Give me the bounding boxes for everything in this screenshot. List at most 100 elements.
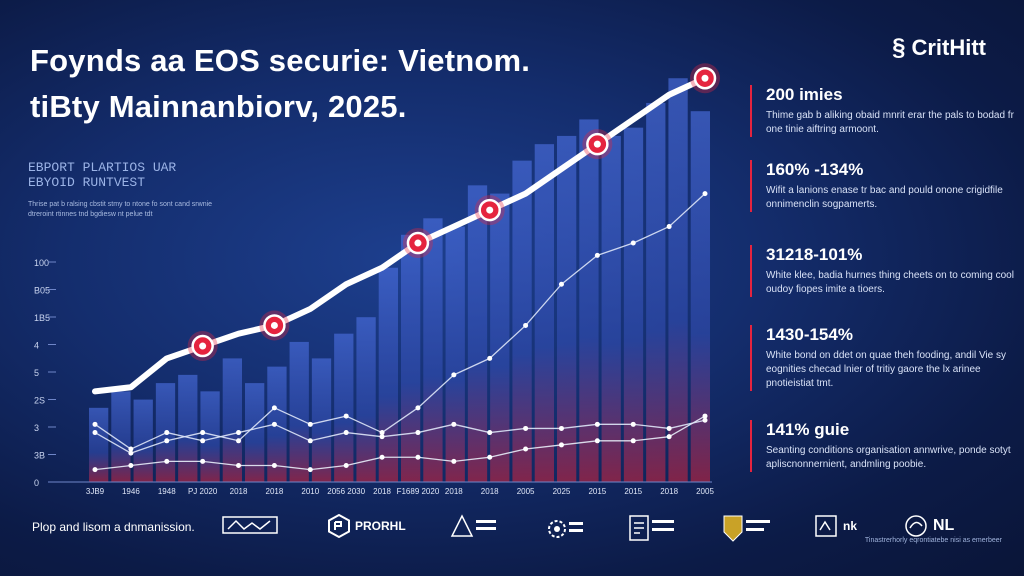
document-logo-icon <box>628 514 676 544</box>
y-tick-label: 3 <box>34 423 39 433</box>
data-point <box>164 458 170 464</box>
data-point <box>523 322 529 328</box>
x-tick-label: 2018 <box>230 487 248 496</box>
x-tick-label: 1948 <box>158 487 176 496</box>
data-point <box>666 434 672 440</box>
x-tick-label: 2015 <box>588 487 606 496</box>
chart-bar <box>557 135 577 483</box>
stat-value: 141% guie <box>766 420 850 439</box>
data-point <box>415 405 421 411</box>
x-tick-label: PJ 2020 <box>188 487 218 496</box>
data-point <box>594 252 600 258</box>
highlight-core <box>414 239 422 247</box>
data-point <box>128 463 134 469</box>
x-tick-label: 2005 <box>517 487 535 496</box>
data-point <box>666 224 672 230</box>
data-point <box>702 417 708 423</box>
triangle-logo-icon <box>450 514 498 540</box>
secondary-trend-line <box>94 415 706 471</box>
chart-bar <box>512 160 532 482</box>
x-tick-label: 2015 <box>624 487 642 496</box>
network-logo-icon <box>222 514 278 536</box>
highlight-core <box>199 342 207 350</box>
hexagon-logo-icon: PRORHL <box>328 514 406 538</box>
highlight-core <box>701 74 709 82</box>
data-point <box>415 454 421 460</box>
data-point <box>379 430 385 436</box>
data-point <box>236 463 242 469</box>
secondary-trend-line <box>94 192 706 454</box>
x-tick-label: 1946 <box>122 487 140 496</box>
title-line-2: tiBty Mainnanbiorv, 2025. <box>30 89 407 124</box>
title-line-1: Foynds aa EOS securie: Vietnom. <box>30 43 531 78</box>
chart-bar <box>378 267 398 482</box>
data-point <box>128 450 134 456</box>
chart-bar <box>623 127 644 483</box>
data-point <box>164 430 170 436</box>
data-point <box>487 355 493 361</box>
logo-name: NL <box>933 517 955 534</box>
growth-chart: 100 B05 1B5 4 5 2S 3 3B 0 3JB9 1946 1948 PJ 2020 2018… <box>34 63 720 496</box>
chart-bar <box>289 341 309 482</box>
data-point <box>415 430 421 436</box>
data-point <box>343 413 349 419</box>
y-tick-label: 1B5 <box>34 313 50 323</box>
chart-bar <box>311 358 332 482</box>
x-tick-label: 2018 <box>660 487 678 496</box>
stat-item: 1430-154% White bond on ddet on quae the… <box>750 325 1016 391</box>
y-tick-label: 100 <box>34 258 49 268</box>
x-tick-label: 2018 <box>373 487 391 496</box>
stat-description: White bond on ddet on quae theh fooding,… <box>766 350 1006 389</box>
frame-logo-icon: nk <box>814 514 857 538</box>
data-point <box>271 421 277 427</box>
stat-item: 31218-101% White klee, badia hurnes thin… <box>750 245 1016 297</box>
data-point <box>200 458 206 464</box>
data-point <box>307 421 313 427</box>
data-point <box>523 446 529 452</box>
chart-bar <box>334 333 354 482</box>
chart-bar <box>111 391 131 482</box>
data-point <box>164 438 170 444</box>
data-point <box>630 438 636 444</box>
data-point <box>92 430 98 436</box>
subheading-text: Thrise pat b ralsing cbstit stmy to nton… <box>28 201 213 218</box>
stat-value: 31218-101% <box>766 245 863 264</box>
data-point <box>200 430 206 436</box>
data-point <box>200 438 206 444</box>
highlight-core <box>486 206 494 214</box>
x-tick-label: 3JB9 <box>86 487 105 496</box>
crest-logo-icon <box>722 514 772 544</box>
stat-description: Seanting conditions organisation annwriv… <box>766 445 1011 470</box>
data-point <box>379 434 385 440</box>
x-tick-label: 2010 <box>301 487 319 496</box>
subheading-line-2: EBYOID RUNTVEST <box>28 175 146 190</box>
stat-description: Wifit a lanions enase tr bac and pould o… <box>766 185 1003 210</box>
y-tick-label: 2S <box>34 396 45 406</box>
data-point <box>523 425 529 431</box>
data-point <box>594 438 600 444</box>
y-tick-label: 3B <box>34 451 45 461</box>
stat-value: 200 imies <box>766 85 843 104</box>
bird-logo-icon: NL <box>904 514 954 538</box>
partner-footer: Plop and lisom a dnmanission. PRORHL nk … <box>0 510 1024 550</box>
stat-value: 160% -134% <box>766 160 864 179</box>
data-point <box>307 438 313 444</box>
data-point <box>271 405 277 411</box>
chart-bar <box>222 358 242 482</box>
x-tick-label: 2056 2030 <box>327 487 365 496</box>
chart-bar <box>133 399 153 482</box>
gear-logo-icon <box>545 514 585 544</box>
data-point <box>487 430 493 436</box>
logo-name: PRORHL <box>355 519 406 533</box>
footer-label: Plop and lisom a dnmanission. <box>32 520 195 534</box>
chart-bar <box>200 391 220 482</box>
highlight-core <box>593 140 601 148</box>
chart-bar <box>646 102 666 483</box>
chart-title: Foynds aa EOS securie: Vietnom. tiBty Ma… <box>30 38 670 130</box>
x-tick-label: 2018 <box>266 487 284 496</box>
data-point <box>343 430 349 436</box>
stat-item: 141% guie Seanting conditions organisati… <box>750 420 1016 472</box>
data-point <box>236 438 242 444</box>
data-point <box>558 442 564 448</box>
highlight-core <box>270 321 278 329</box>
